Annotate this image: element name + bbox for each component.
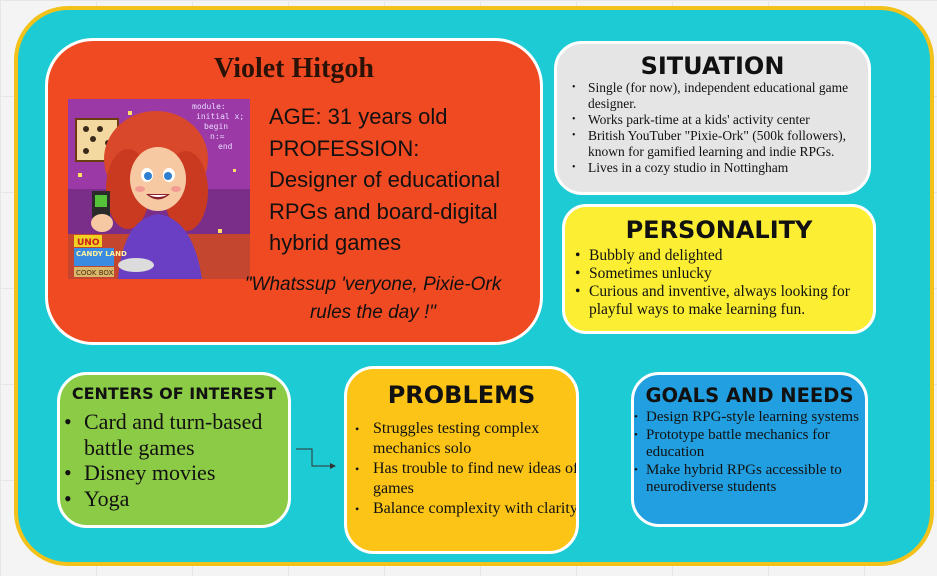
list-item: Card and turn-based battle games (64, 409, 288, 460)
list-item: Works park-time at a kids' activity cent… (570, 112, 860, 128)
interests-list: Card and turn-based battle games Disney … (64, 409, 288, 512)
avatar-box-label: CANDY LAND (76, 250, 127, 258)
goals-card: GOALS AND NEEDS Design RPG-style learnin… (631, 372, 868, 527)
list-item: Single (for now), independent educationa… (570, 80, 860, 112)
situation-card: SITUATION Single (for now), independent … (554, 41, 871, 195)
avatar-code-line: initial x; (196, 112, 244, 121)
list-item: Balance complexity with clarity (353, 499, 576, 519)
list-item: Lives in a cozy studio in Nottingham (570, 160, 860, 176)
list-item: Prototype battle mechanics for education (634, 427, 865, 462)
list-item: Yoga (64, 486, 288, 512)
list-item: Design RPG-style learning systems (634, 409, 865, 427)
situation-list: Single (for now), independent educationa… (570, 80, 860, 176)
profile-card: Violet Hitgoh module: initial x; begin n… (45, 38, 543, 345)
profession-text: Designer of educational RPGs and board-d… (269, 167, 501, 255)
interests-title: CENTERS OF INTEREST (71, 384, 277, 403)
personality-title: PERSONALITY (625, 216, 813, 244)
persona-name: Violet Hitgoh (214, 53, 374, 84)
persona-quote: "Whatssup 'veryone, Pixie-Ork rules the … (244, 274, 502, 323)
goals-title: GOALS AND NEEDS (645, 384, 854, 407)
personality-card: PERSONALITY Bubbly and delighted Sometim… (562, 204, 876, 334)
list-item: Has trouble to find new ideas of games (353, 459, 576, 499)
problems-card: PROBLEMS Struggles testing complex mecha… (344, 366, 579, 554)
list-item: Struggles testing complex mechanics solo (353, 419, 576, 459)
goals-list: Design RPG-style learning systems Protot… (634, 409, 865, 497)
list-item: British YouTuber "Pixie-Ork" (500k follo… (570, 128, 860, 160)
profession-label: PROFESSION: (269, 135, 420, 161)
problems-list: Struggles testing complex mechanics solo… (353, 419, 576, 519)
personality-list: Bubbly and delighted Sometimes unlucky C… (573, 247, 873, 319)
avatar-box-label: COOK BOX (76, 269, 113, 277)
interests-card: CENTERS OF INTEREST Card and turn-based … (57, 372, 291, 528)
list-item: Sometimes unlucky (573, 265, 873, 283)
avatar-box-label: UNO (77, 238, 100, 248)
age-text: AGE: 31 years old (269, 104, 448, 129)
avatar-code-line: module: (192, 102, 226, 111)
avatar-code-line: begin (204, 122, 228, 131)
avatar-code-line: end (218, 142, 233, 151)
list-item: Curious and inventive, always looking fo… (573, 283, 873, 319)
avatar-code-line: n:= (210, 132, 225, 141)
list-item: Bubbly and delighted (573, 247, 873, 265)
pixel-art-portrait-icon: module: initial x; begin n:= end UNO CAN… (68, 99, 250, 279)
list-item: Make hybrid RPGs accessible to neurodive… (634, 462, 865, 497)
list-item: Disney movies (64, 460, 288, 486)
problems-title: PROBLEMS (387, 381, 536, 409)
profile-details: AGE: 31 years old PROFESSION: Designer o… (269, 101, 539, 259)
situation-title: SITUATION (640, 52, 785, 80)
